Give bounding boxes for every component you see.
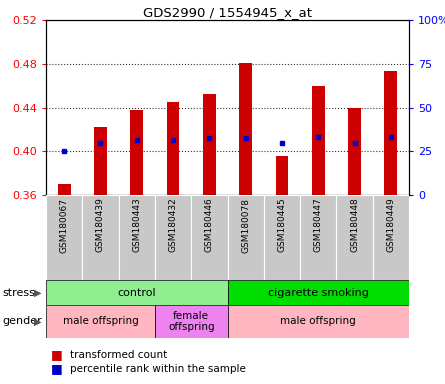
Bar (239, 63, 252, 195)
Text: ■: ■ (50, 362, 62, 376)
Text: ▶: ▶ (34, 316, 41, 326)
Text: GSM180446: GSM180446 (205, 197, 214, 252)
Text: GSM180445: GSM180445 (277, 197, 287, 252)
Text: transformed count: transformed count (70, 350, 168, 360)
Text: GSM180443: GSM180443 (132, 197, 141, 252)
Text: male offspring: male offspring (280, 316, 356, 326)
Bar (46, 195, 82, 280)
Bar (227, 280, 409, 305)
Text: ■: ■ (50, 349, 62, 361)
Bar (119, 195, 155, 280)
Text: gender: gender (2, 316, 42, 326)
Text: control: control (117, 288, 156, 298)
Text: percentile rank within the sample: percentile rank within the sample (70, 364, 247, 374)
Text: GSM180067: GSM180067 (60, 197, 69, 253)
Bar (82, 195, 119, 280)
Bar (275, 156, 288, 195)
Bar (155, 195, 191, 280)
Bar (348, 108, 361, 195)
Bar (130, 110, 143, 195)
Bar (155, 305, 227, 338)
Bar (227, 195, 264, 280)
Text: ▶: ▶ (34, 288, 41, 298)
Bar (46, 305, 155, 338)
Text: female
offspring: female offspring (168, 311, 214, 332)
Text: GSM180449: GSM180449 (386, 197, 395, 252)
Bar (373, 195, 409, 280)
Bar (58, 184, 70, 195)
Title: GDS2990 / 1554945_x_at: GDS2990 / 1554945_x_at (143, 6, 312, 19)
Bar (300, 195, 336, 280)
Bar (384, 71, 397, 195)
Bar (94, 127, 107, 195)
Bar (312, 86, 324, 195)
Text: cigarette smoking: cigarette smoking (268, 288, 369, 298)
Text: male offspring: male offspring (63, 316, 138, 326)
Text: GSM180447: GSM180447 (314, 197, 323, 252)
Text: GSM180439: GSM180439 (96, 197, 105, 252)
Text: GSM180448: GSM180448 (350, 197, 359, 252)
Bar (46, 280, 227, 305)
Bar (203, 94, 216, 195)
Bar (191, 195, 227, 280)
Text: GSM180078: GSM180078 (241, 197, 250, 253)
Text: GSM180432: GSM180432 (169, 197, 178, 252)
Bar (227, 305, 409, 338)
Bar (264, 195, 300, 280)
Bar (167, 102, 179, 195)
Text: stress: stress (2, 288, 35, 298)
Bar (336, 195, 373, 280)
